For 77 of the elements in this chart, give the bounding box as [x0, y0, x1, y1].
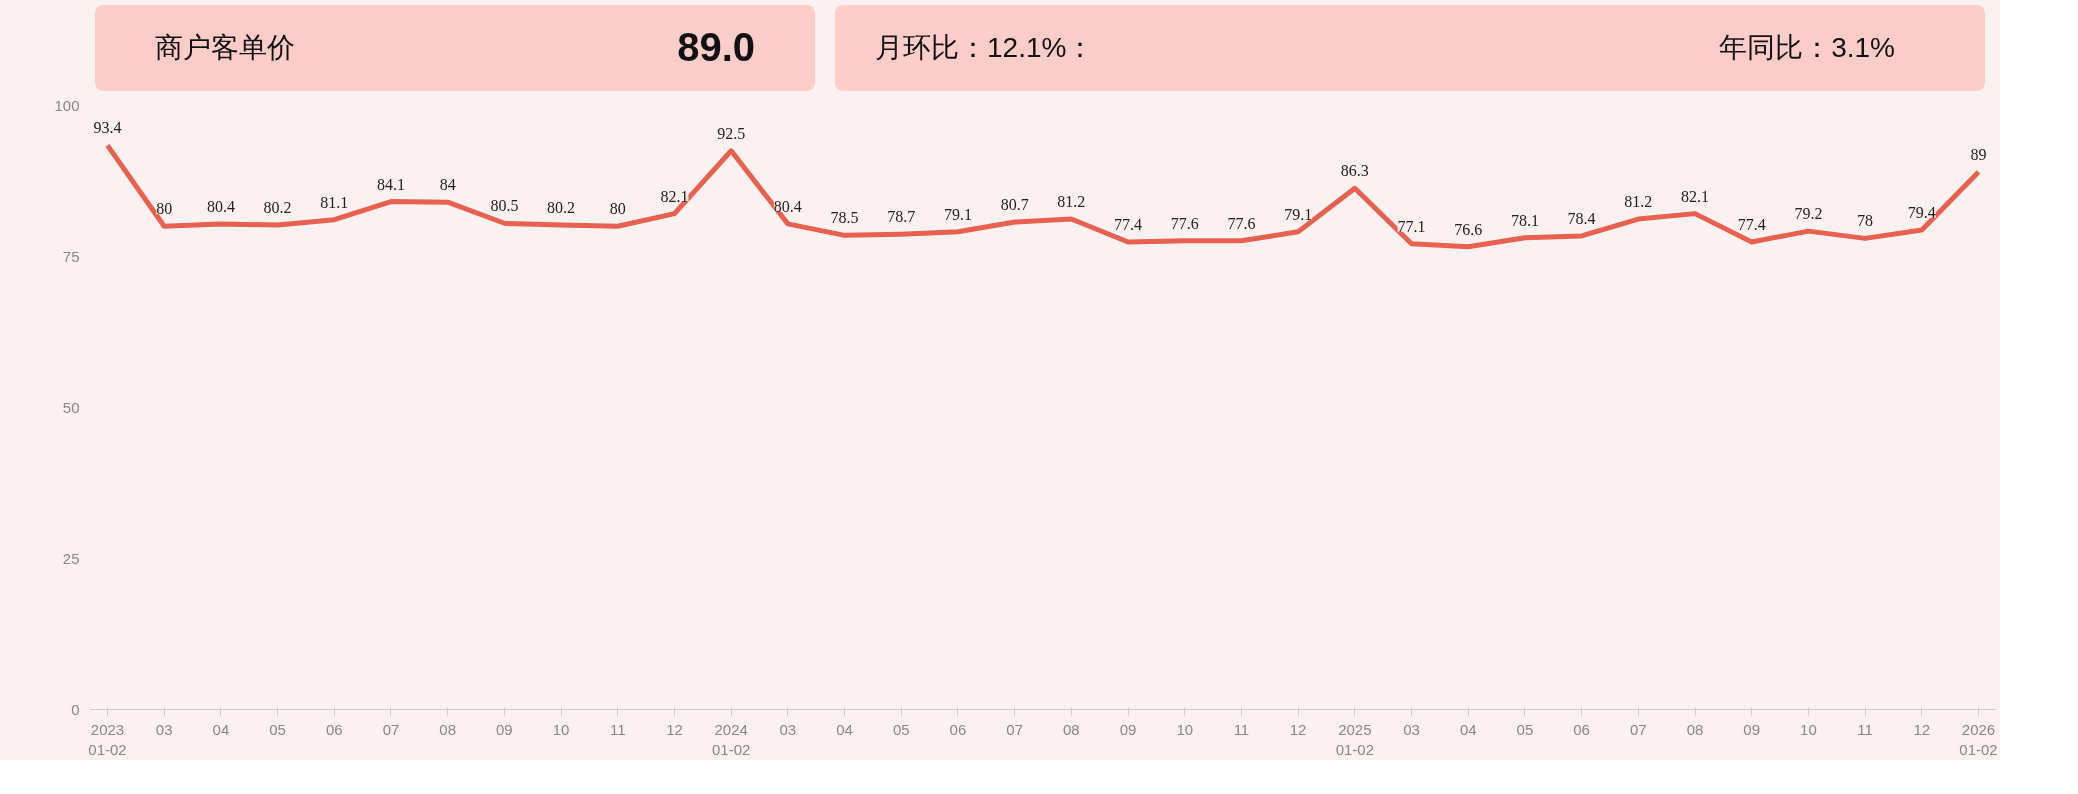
x-tick-label: 2023 01-02 [88, 720, 127, 758]
data-label: 79.2 [1794, 205, 1823, 223]
data-label: 79.1 [1284, 205, 1313, 223]
data-label: 80.2 [263, 199, 292, 217]
x-tick-label: 11 [609, 720, 626, 738]
data-label: 82.1 [660, 187, 689, 205]
x-tick-label: 08 [1063, 720, 1080, 738]
x-tick-label: 09 [496, 720, 513, 738]
text: 89.0 [677, 24, 755, 72]
x-tick-label: 04 [836, 720, 853, 738]
data-label: 80.5 [490, 197, 519, 215]
data-label: 79.4 [1907, 203, 1936, 221]
x-tick-label: 06 [325, 720, 343, 738]
y-tick-label: 0 [71, 700, 80, 718]
x-tick-label: 10 [1176, 720, 1194, 738]
x-tick-label: 03 [779, 720, 797, 738]
data-label: 93.4 [93, 119, 122, 137]
data-label: 80.4 [773, 197, 802, 215]
data-label: 80 [609, 200, 626, 218]
data-label: 86.3 [1340, 162, 1369, 180]
x-tick-label: 2024 01-02 [711, 720, 751, 758]
y-tick-label: 50 [62, 398, 80, 416]
data-label: 80.2 [547, 199, 576, 217]
x-tick-label: 2026 01-02 [1959, 720, 1998, 758]
x-tick-label: 11 [1857, 720, 1873, 738]
x-tick-label: 07 [382, 720, 400, 738]
x-tick-label: 05 [892, 720, 910, 738]
data-label: 77.1 [1397, 217, 1426, 235]
data-label: 80.4 [206, 197, 235, 215]
data-label: 81.2 [1624, 193, 1653, 211]
x-tick-label: 06 [949, 720, 967, 738]
data-label: 77.6 [1227, 214, 1256, 232]
x-tick-label: 10 [552, 720, 570, 738]
x-tick-label: 12 [1913, 720, 1931, 738]
y-tick-label: 100 [54, 96, 80, 114]
x-tick-label: 12 [666, 720, 683, 738]
data-label: 78.7 [887, 208, 916, 226]
data-label: 78.4 [1567, 209, 1596, 227]
x-tick-label: 2025 01-02 [1335, 720, 1375, 758]
text: 年同比：3.1% [1719, 31, 1895, 65]
x-tick-label: 04 [212, 720, 230, 738]
data-label: 78 [1857, 212, 1874, 230]
data-label: 82.1 [1681, 187, 1710, 205]
x-tick-label: 08 [439, 720, 457, 738]
x-tick-label: 04 [1459, 720, 1477, 738]
x-tick-label: 06 [1573, 720, 1590, 738]
data-label: 77.4 [1114, 216, 1143, 233]
data-label: 78.5 [830, 209, 859, 227]
y-tick-label: 25 [62, 549, 80, 567]
data-label: 89 [1970, 145, 1987, 163]
x-tick-label: 07 [1629, 720, 1647, 738]
x-tick-label: 09 [1119, 720, 1137, 738]
x-tick-label: 05 [269, 720, 286, 738]
data-label: 80 [156, 200, 173, 218]
data-label: 84.1 [376, 175, 405, 193]
data-label: 81.2 [1057, 193, 1086, 211]
text: 月环比：12.1%： [875, 31, 1095, 65]
x-tick-label: 07 [1006, 720, 1023, 738]
x-tick-label: 05 [1516, 720, 1534, 738]
y-tick-label: 75 [62, 247, 80, 265]
x-tick-label: 08 [1686, 720, 1704, 738]
data-label: 92.5 [717, 124, 746, 142]
x-tick-label: 09 [1743, 720, 1761, 738]
x-tick-label: 11 [1233, 720, 1250, 738]
data-label: 81.1 [320, 193, 349, 211]
data-label: 76.6 [1454, 220, 1483, 238]
data-label: 79.1 [943, 205, 972, 223]
x-tick-label: 10 [1800, 720, 1817, 738]
data-label: 77.4 [1737, 216, 1766, 233]
chart-title: 商户客单价 [155, 31, 295, 65]
x-tick-label: 12 [1289, 720, 1307, 738]
data-label: 78.1 [1510, 211, 1539, 229]
data-label: 80.7 [1000, 196, 1029, 214]
x-tick-label: 03 [1403, 720, 1420, 738]
data-label: 77.6 [1170, 214, 1199, 232]
x-tick-label: 03 [155, 720, 173, 738]
data-label: 84 [439, 176, 456, 194]
